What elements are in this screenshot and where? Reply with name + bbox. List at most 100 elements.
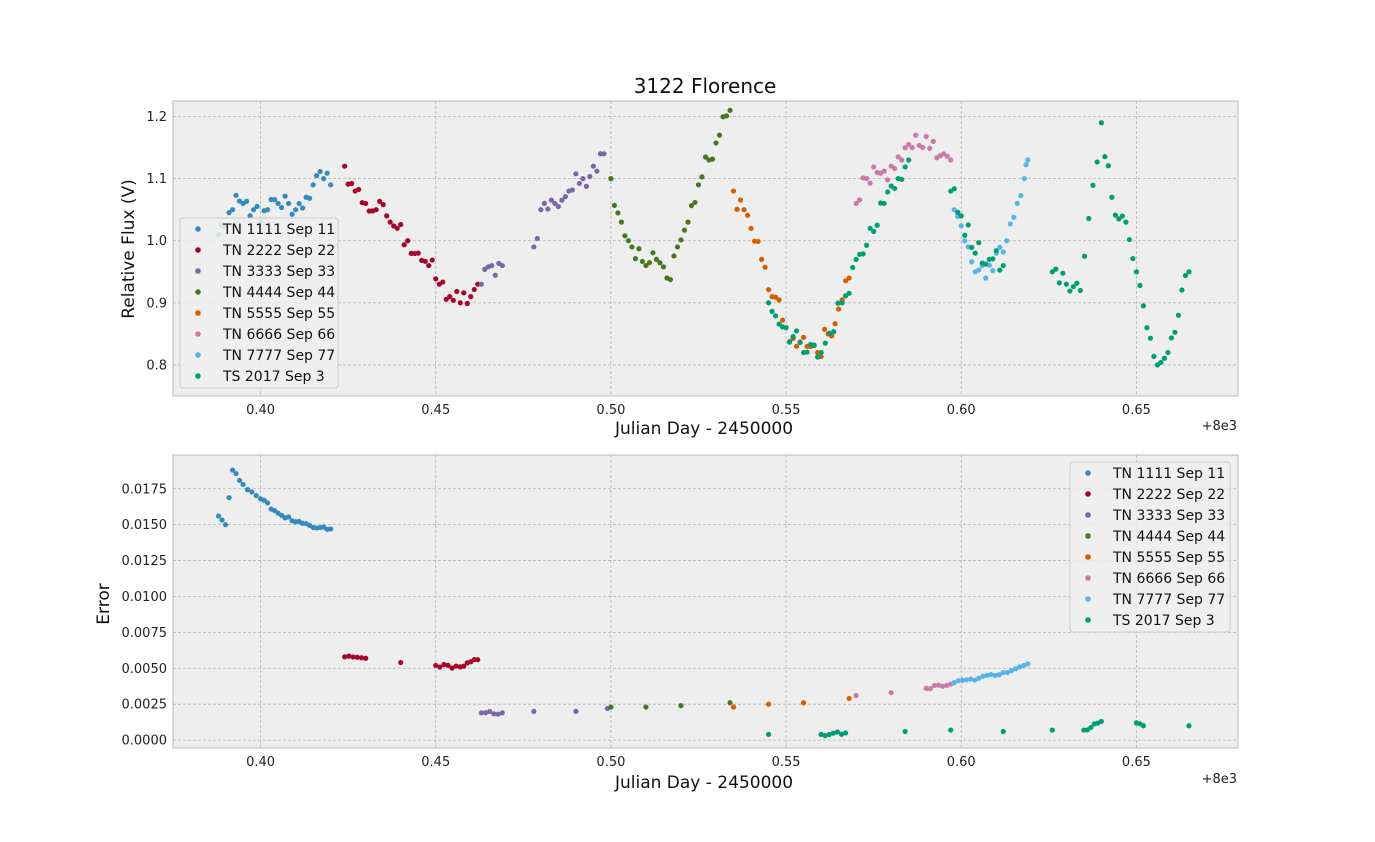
data-point (226, 210, 232, 216)
data-point (601, 151, 607, 157)
legend-marker (1085, 554, 1091, 560)
data-point (769, 308, 775, 314)
legend-label: TN 3333 Sep 33 (1112, 508, 1225, 524)
data-point (822, 733, 828, 739)
data-point (447, 294, 453, 300)
data-point (1094, 159, 1100, 165)
x-tick-label: 0.45 (421, 403, 450, 418)
data-point (892, 165, 898, 172)
data-point (555, 203, 561, 210)
data-point (762, 264, 768, 270)
data-point (1130, 255, 1136, 262)
data-point (471, 286, 477, 293)
data-point (569, 187, 575, 193)
y-axis-label: Error (94, 583, 114, 624)
data-point (233, 470, 239, 477)
data-point (433, 276, 439, 282)
data-point (1158, 359, 1164, 366)
grid (173, 455, 1238, 748)
y-tick-label: 0.0000 (122, 734, 168, 749)
legend-marker (195, 352, 201, 358)
data-point (790, 333, 796, 340)
data-point (492, 272, 498, 278)
x-tick-label: 0.60 (947, 403, 976, 418)
data-point (800, 334, 807, 340)
data-point (976, 240, 982, 246)
data-point (398, 221, 404, 228)
data-point (464, 300, 470, 307)
legend-label: TN 1111 Sep 11 (222, 222, 335, 238)
series-tn-4444-sep-44 (608, 700, 733, 710)
data-point (1161, 355, 1168, 361)
data-point (1140, 303, 1147, 309)
data-point (962, 232, 968, 238)
data-point (453, 663, 459, 669)
data-point (955, 209, 961, 215)
data-point (363, 200, 369, 207)
data-point (1000, 249, 1006, 255)
legend-label: TN 4444 Sep 44 (222, 285, 335, 301)
series-tn-3333-sep-33 (478, 151, 607, 287)
y-tick-label: 0.8 (146, 358, 167, 373)
chart-flux: 3122 Florence 0.40 0.45 0.50 0.55 0.60 0.65 0… (119, 74, 1239, 439)
data-point (349, 180, 355, 187)
data-point (1123, 219, 1129, 225)
data-point (1086, 215, 1092, 222)
data-point (1105, 163, 1111, 169)
data-point (1172, 329, 1178, 335)
legend-label: TN 2222 Sep 22 (222, 243, 335, 259)
data-point (229, 207, 236, 213)
x-ticks: 0.40 0.45 0.50 0.55 0.60 0.65 (246, 403, 1151, 418)
data-points (215, 467, 1192, 739)
data-point (1004, 669, 1010, 676)
data-point (815, 354, 821, 360)
data-point (1011, 214, 1017, 220)
data-point (429, 257, 435, 263)
legend-marker (1085, 491, 1091, 497)
data-point (850, 264, 856, 271)
legend: TN 1111 Sep 11 TN 2222 Sep 22 TN 3333 Sep … (1069, 461, 1231, 633)
data-point (867, 225, 873, 231)
data-point (838, 731, 845, 737)
data-point (240, 481, 246, 488)
legend-marker (1085, 470, 1091, 476)
data-point (997, 244, 1003, 250)
data-point (793, 328, 800, 334)
series-tn-5555-sep-55 (730, 695, 852, 710)
data-point (1070, 284, 1076, 290)
legend-marker (195, 331, 201, 337)
data-point (1140, 723, 1147, 729)
data-point (244, 487, 251, 493)
y-ticks: 0.0000 0.0025 0.0050 0.0075 0.0100 0.0125 0.01… (122, 482, 168, 748)
data-point (377, 198, 383, 204)
data-point (489, 262, 495, 269)
data-point (264, 207, 271, 213)
data-point (962, 238, 968, 244)
data-point (772, 294, 779, 300)
data-point (892, 185, 898, 192)
data-point (387, 219, 393, 225)
x-tick-label: 0.50 (596, 403, 625, 418)
data-point (972, 677, 978, 683)
data-point (1116, 216, 1122, 222)
data-point (573, 171, 579, 177)
data-point (730, 188, 737, 194)
data-point (976, 267, 982, 273)
data-point (772, 313, 779, 319)
legend-label: TN 6666 Sep 66 (222, 327, 335, 343)
data-point (405, 238, 411, 244)
data-point (608, 176, 614, 182)
data-point (939, 683, 946, 689)
data-point (811, 342, 817, 348)
data-point (657, 260, 663, 266)
data-point (608, 704, 614, 710)
data-point (996, 672, 1002, 678)
data-point (734, 206, 740, 212)
data-point (254, 203, 260, 209)
legend-marker (195, 226, 201, 232)
series-tn-3333-sep-33 (478, 705, 611, 717)
legend-marker (1085, 575, 1091, 581)
data-point (765, 287, 772, 293)
data-point (923, 133, 929, 140)
data-point (215, 513, 222, 519)
